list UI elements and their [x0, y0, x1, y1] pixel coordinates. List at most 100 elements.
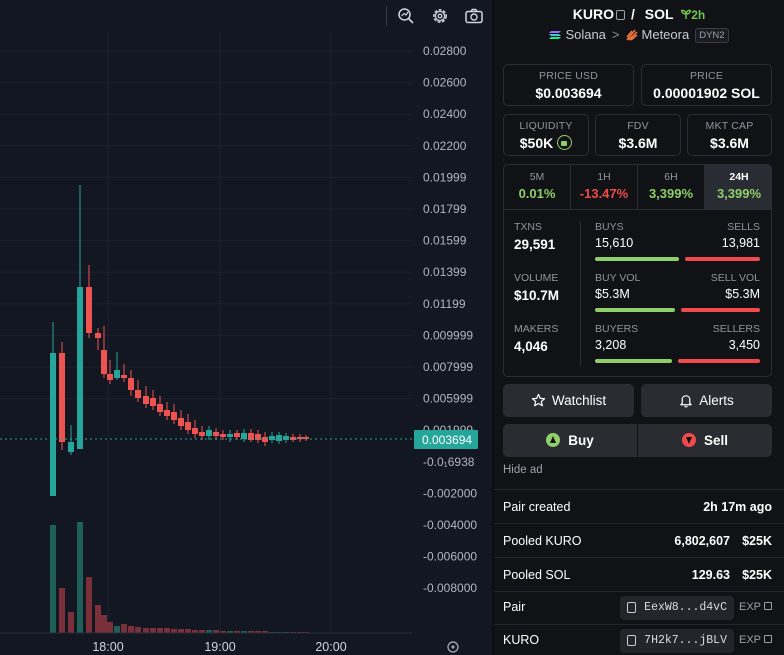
token-address-chip[interactable]: 7H2k7...jBLV: [620, 629, 734, 653]
price-tick-label: 0.01999: [423, 170, 467, 184]
pooled-base-row: Pooled KURO 6,802,607 $25K: [503, 525, 772, 558]
stats-divider: [580, 221, 581, 366]
buyers-value: 3,208: [595, 338, 627, 352]
pair-address-chip[interactable]: EexW8...d4vC: [620, 596, 734, 620]
lock-icon[interactable]: [557, 135, 573, 150]
candle-body: [50, 353, 56, 496]
buy-button[interactable]: Buy: [503, 424, 637, 457]
volume-bar: [101, 615, 107, 633]
price-usd-value: $0.003694: [535, 85, 602, 101]
pane-divider[interactable]: [492, 0, 494, 655]
chart-toolbar: [0, 0, 492, 32]
price-tick-label: 0.009999: [423, 328, 473, 342]
buys-ratio-bar: [595, 257, 679, 261]
time-tick-label: 19:00: [204, 640, 235, 654]
copy-icon[interactable]: [616, 10, 625, 20]
watchlist-button[interactable]: Watchlist: [503, 384, 634, 417]
row-divider: [494, 624, 784, 625]
candle-body: [241, 433, 247, 439]
candle-body: [68, 442, 74, 452]
price-tick-label: 0.01799: [423, 202, 467, 216]
alerts-label: Alerts: [699, 393, 734, 408]
candle-body: [95, 333, 101, 338]
candle-body: [185, 422, 191, 430]
pair-title: KURO / SOL 2h: [494, 6, 784, 22]
pair-explorer-label: EXP: [738, 601, 761, 613]
timeframe-stats-box: 5M 0.01% 1H -13.47% 6H 3,399% 24H 3,399%…: [503, 164, 772, 377]
pair-slash: /: [631, 6, 635, 22]
tab-24h-label: 24H: [729, 171, 749, 183]
volume-bar: [241, 631, 247, 633]
price-tick-label: 0.007999: [423, 360, 473, 374]
time-axis[interactable]: 18:00 19:00 20:00: [0, 632, 412, 654]
token-explorer-label: EXP: [738, 634, 761, 646]
pair-created-row: Pair created 2h 17m ago: [503, 491, 772, 524]
candle-body: [107, 374, 113, 380]
volume-bar: [157, 628, 163, 633]
hide-ad-link[interactable]: Hide ad: [503, 464, 543, 476]
price-chart[interactable]: 0.02800 0.02600 0.02400 0.02200 0.01999 0.017…: [0, 0, 492, 655]
pooled-base-usd: $25K: [742, 534, 772, 548]
pair-explorer-link[interactable]: EXP: [739, 601, 772, 613]
quote-symbol: SOL: [644, 6, 674, 22]
tab-5m[interactable]: 5M 0.01%: [504, 165, 570, 209]
pooled-base-label: Pooled KURO: [503, 534, 582, 548]
candle-body: [101, 350, 107, 374]
sells-value: 13,981: [721, 236, 760, 250]
candle-body: [59, 353, 65, 442]
price-tick-label: 0.01399: [423, 265, 467, 279]
candle-body: [150, 398, 156, 406]
buy-label: Buy: [568, 433, 594, 448]
volume-bar: [107, 622, 113, 633]
tab-24h[interactable]: 24H 3,399%: [705, 165, 771, 209]
candle-body: [234, 433, 240, 437]
price-tick-label: 0.01599: [423, 234, 467, 248]
pool-type-badge: DYN2: [695, 28, 729, 43]
tab-6h-label: 6H: [664, 171, 678, 183]
tab-6h[interactable]: 6H 3,399%: [638, 165, 704, 209]
solana-icon: [549, 31, 562, 39]
token-explorer-link[interactable]: EXP: [739, 634, 772, 646]
mkt-cap-box: MKT CAP $3.6M: [687, 114, 772, 156]
txns-value: 29,591: [514, 237, 556, 252]
camera-icon[interactable]: [464, 6, 484, 26]
gear-icon[interactable]: [430, 6, 450, 26]
pair-age: 2h: [680, 8, 705, 22]
sell-vol-label: SELL VOL: [710, 272, 760, 284]
buyers-sellers-split: BUYERS SELLERS 3,208 3,450: [595, 323, 760, 353]
tab-1h[interactable]: 1H -13.47%: [571, 165, 637, 209]
copy-icon: [627, 635, 637, 646]
chart-pane[interactable]: 0.02800 0.02600 0.02400 0.02200 0.01999 0.017…: [0, 0, 492, 655]
alerts-button[interactable]: Alerts: [641, 384, 772, 417]
sells-ratio-bar: [685, 257, 760, 261]
candle-body: [121, 375, 127, 378]
chain-line: Solana > Meteora DYN2: [494, 27, 784, 43]
last-price-tag: 0.003694: [414, 430, 478, 449]
settings-gear-small-icon[interactable]: [447, 641, 459, 653]
candle-body: [143, 396, 149, 404]
makers-label: MAKERS: [514, 323, 559, 335]
volume-bar: [199, 630, 205, 633]
price-tick-label: -0.0₁6938: [423, 455, 475, 469]
sell-button[interactable]: Sell: [638, 424, 772, 457]
candle-body: [86, 287, 92, 333]
price-tick-label: 0.02200: [423, 139, 467, 153]
price-tick-label: -0.004000: [423, 518, 477, 532]
candle-body: [206, 430, 212, 436]
chain-name[interactable]: Solana: [565, 27, 606, 42]
buy-vol-ratio-bar: [595, 308, 675, 312]
price-axis[interactable]: 0.02800 0.02600 0.02400 0.02200 0.01999 0.017…: [423, 44, 477, 595]
sell-vol-value: $5.3M: [725, 287, 760, 301]
price-tick-label: 0.02400: [423, 107, 467, 121]
magnify-zoom-icon[interactable]: [396, 6, 416, 26]
price-native-label: PRICE: [689, 70, 724, 82]
candle-body: [114, 370, 120, 378]
token-address-row: KURO 7H2k7...jBLV EXP: [503, 626, 772, 655]
dex-name[interactable]: Meteora: [641, 27, 690, 42]
price-tick-label: -0.002000: [423, 486, 477, 500]
star-icon: [531, 393, 546, 407]
candle-body: [171, 412, 177, 420]
pooled-base-amount: 6,802,607: [674, 534, 730, 548]
volume-bar: [220, 631, 226, 633]
row-divider: [494, 591, 784, 592]
